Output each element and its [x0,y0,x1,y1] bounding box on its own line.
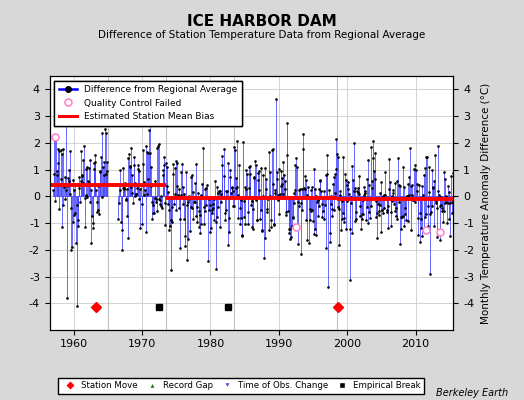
Legend: Station Move, Record Gap, Time of Obs. Change, Empirical Break: Station Move, Record Gap, Time of Obs. C… [58,378,424,394]
Text: Difference of Station Temperature Data from Regional Average: Difference of Station Temperature Data f… [99,30,425,40]
Text: ICE HARBOR DAM: ICE HARBOR DAM [187,14,337,29]
Y-axis label: Monthly Temperature Anomaly Difference (°C): Monthly Temperature Anomaly Difference (… [481,82,491,324]
Legend: Difference from Regional Average, Quality Control Failed, Estimated Station Mean: Difference from Regional Average, Qualit… [54,80,242,126]
Text: Berkeley Earth: Berkeley Earth [436,388,508,398]
